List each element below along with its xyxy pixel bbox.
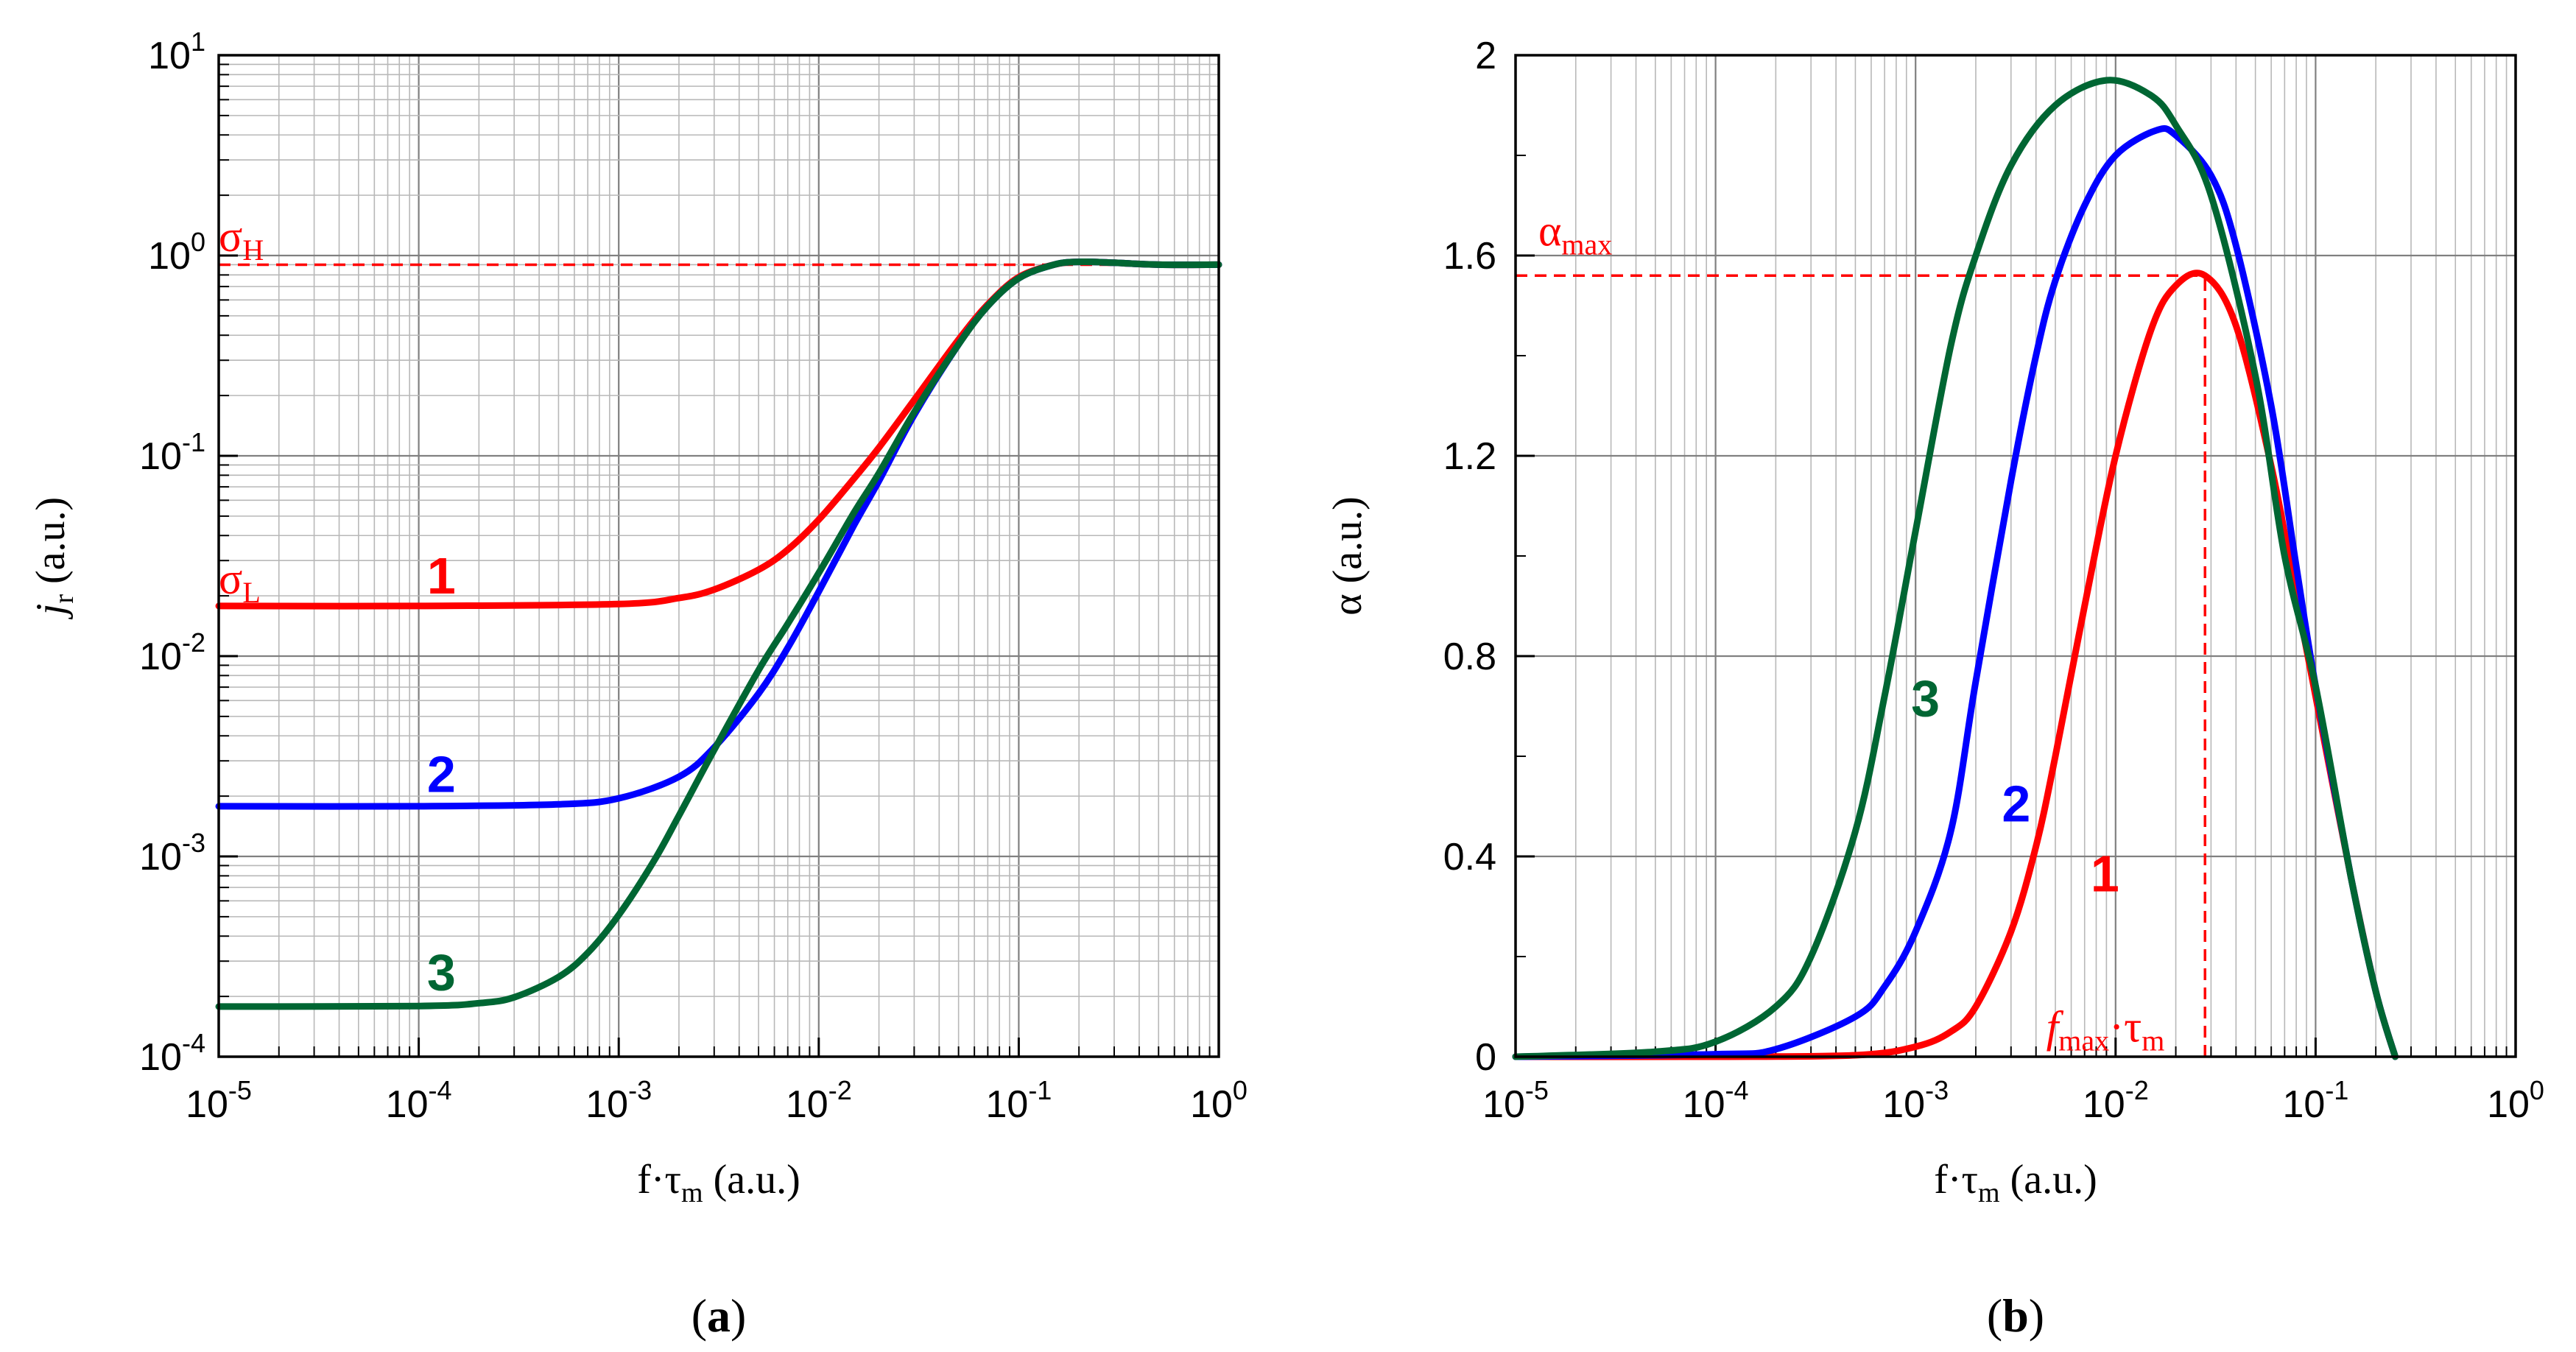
panel-label: (a): [691, 1289, 747, 1342]
x-tick-label: 10-3: [585, 1075, 652, 1126]
x-tick-label: 10-4: [386, 1075, 452, 1126]
x-tick-label: 10-1: [985, 1075, 1052, 1126]
panel-a: 10-5 10-4 10-3 10-2 10-1 10010-410-310-210-11…: [28, 27, 1247, 1342]
panel-a-frame: [217, 54, 1220, 1058]
x-tick-label: 10-2: [786, 1075, 852, 1126]
panel-b-tick-labels: 10-5 10-4 10-3 10-2 10-1 100 0 0.4 0.8 1.2 1.6 2: [1443, 35, 2544, 1126]
panel-b-annotations: αmax 3 2 1 fmax·τm: [1538, 206, 2164, 1057]
annotation-label-1: 1: [427, 547, 456, 605]
y-tick-label: 0.4: [1443, 836, 1496, 879]
y-tick-label: 101: [148, 27, 205, 77]
panel-b-frame: [1514, 54, 2517, 1058]
x-tick-label: 10-2: [2083, 1075, 2149, 1126]
panel-a-annotations: σH σL 1 2 3: [219, 212, 456, 1001]
y-axis-label: jr (a.u.): [28, 497, 80, 619]
annotation-label-3: 3: [1911, 670, 1940, 728]
panel-b-guides: [1516, 274, 2206, 1057]
x-tick-label: 10-4: [1683, 1075, 1749, 1126]
y-tick-label: 10-1: [139, 427, 205, 478]
plot-frame: [217, 54, 1220, 1058]
y-tick-label: 10-4: [139, 1028, 205, 1079]
y-tick-label: 100: [148, 227, 205, 278]
x-tick-label: 10-3: [1882, 1075, 1949, 1126]
x-axis-label: f·τm (a.u.): [637, 1157, 800, 1208]
y-tick-label: 1.2: [1443, 435, 1496, 478]
panel-b-grid: [1514, 54, 2517, 1058]
x-tick-label: 10-5: [1482, 1075, 1549, 1126]
panel-b-series: [1512, 77, 2399, 1060]
annotation-fmax-tau: fmax·τm: [2047, 1003, 2165, 1057]
series-3-line: [1512, 77, 2399, 1060]
y-tick-label: 1.6: [1443, 235, 1496, 278]
panel-a-series: [215, 258, 1222, 1010]
plot-frame: [1514, 54, 2517, 1058]
y-tick-label: 10-3: [139, 828, 205, 879]
annotation-sigma-h: σH: [219, 212, 264, 267]
panel-a-axis-labels: f·τm (a.u.) jr (a.u.) (a): [28, 497, 800, 1342]
y-tick-label: 0.8: [1443, 635, 1496, 678]
panel-a-tick-labels: 10-5 10-4 10-3 10-2 10-1 10010-410-310-210-11…: [139, 27, 1247, 1126]
annotation-label-3: 3: [427, 944, 456, 1001]
x-tick-label: 100: [1190, 1075, 1247, 1126]
panel-b: 10-5 10-4 10-3 10-2 10-1 100 0 0.4 0.8 1.2 1.6 2 αm…: [1325, 35, 2544, 1342]
panel-label: (b): [1987, 1289, 2044, 1342]
x-tick-label: 10-1: [2282, 1075, 2348, 1126]
annotation-alpha-max: αmax: [1538, 206, 1612, 261]
x-tick-label: 100: [2487, 1075, 2544, 1126]
annotation-label-2: 2: [2002, 775, 2030, 832]
y-tick-label: 10-2: [139, 627, 205, 678]
series-3-line: [215, 258, 1222, 1010]
y-axis-label: α (a.u.): [1325, 496, 1370, 616]
annotation-label-1: 1: [2091, 845, 2119, 903]
panel-b-axis-labels: f·τm (a.u.) α (a.u.) (b): [1325, 496, 2097, 1342]
x-tick-label: 10-5: [186, 1075, 252, 1126]
x-axis-label: f·τm (a.u.): [1934, 1157, 2097, 1208]
y-tick-label: 2: [1475, 35, 1496, 77]
y-tick-label: 0: [1475, 1036, 1496, 1079]
annotation-sigma-l: σL: [219, 554, 261, 609]
annotation-label-2: 2: [427, 745, 456, 803]
